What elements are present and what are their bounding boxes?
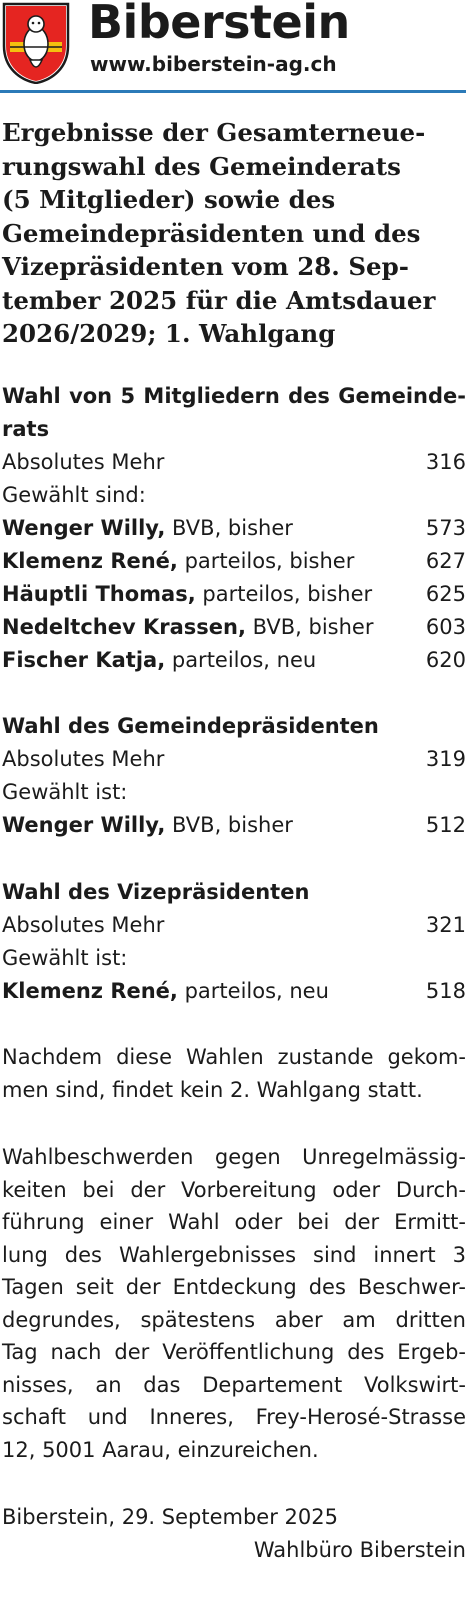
candidate-votes: 620: [425, 648, 466, 672]
candidate-name: Klemenz René,: [2, 549, 178, 573]
title-line: rungswahl des Gemeinderats: [2, 151, 401, 181]
complaint-line: Tagen seit der Entdeckung des Beschwer-: [2, 1275, 466, 1299]
candidate-votes: 627: [425, 549, 466, 573]
title-line: Vizepräsidenten vom 28. Sep-: [2, 252, 409, 281]
complaint-line: Wahlbeschwerden gegen Unregelmässig-: [2, 1145, 466, 1169]
vice-president-election-section: Wahl des Vizepräsidenten Absolutes Mehr …: [2, 876, 466, 1008]
candidate-info: parteilos, neu: [177, 979, 329, 1003]
candidate-votes: 603: [425, 615, 466, 639]
candidate-name: Wenger Willy,: [2, 813, 166, 837]
majority-label: Absolutes Mehr: [2, 913, 165, 937]
candidate-row: Wenger Willy, BVB, bisher 573: [2, 512, 466, 545]
candidate-info: parteilos, bisher: [195, 582, 373, 606]
signature-block: Biberstein, 29. September 2025 Wahlbüro …: [2, 1501, 466, 1566]
title-line: tember 2025 für die Amtsdauer: [2, 285, 436, 315]
complaint-line: führung einer Wahl oder bei der Ermitt-: [2, 1210, 466, 1234]
absolute-majority-row: Absolutes Mehr 319: [2, 743, 466, 776]
complaint-line: keiten bei der Vorbereitung oder Durch-: [2, 1177, 466, 1202]
title-line: Ergebnisse der Gesamterneue-: [2, 118, 426, 147]
candidate-row: Klemenz René, parteilos, neu 518: [2, 975, 466, 1008]
note-line: men sind, findet kein 2. Wahlgang statt.: [2, 1077, 423, 1102]
candidate-info: BVB, bisher: [245, 615, 374, 639]
section-heading: Wahl von 5 Mitgliedern des Gemeinde-: [2, 384, 466, 408]
title-line: Gemeindepräsidenten und des: [2, 218, 421, 248]
complaint-line: nisses, an das Departement Volkswirt-: [2, 1372, 466, 1397]
biberstein-coat-of-arms-icon: [2, 2, 70, 84]
candidate-info: BVB, bisher: [165, 813, 293, 837]
candidate-name: Fischer Katja,: [2, 648, 166, 672]
president-election-section: Wahl des Gemeindepräsidenten Absolutes M…: [2, 710, 466, 842]
candidate-info: BVB, bisher: [165, 516, 293, 540]
complaint-line: degrundes, spätestens aber am dritten: [2, 1307, 466, 1332]
section-heading: Wahl des Vizepräsidenten: [2, 880, 310, 904]
candidate-row: Häuptli Thomas, parteilos, bisher 625: [2, 578, 466, 611]
complaint-line: lung des Wahlergebnisses sind innert 3: [2, 1242, 466, 1267]
majority-value: 316: [425, 450, 466, 474]
no-second-round-note: Nachdem diese Wahlen zustande gekom- men…: [2, 1041, 466, 1106]
candidate-row: Klemenz René, parteilos, bisher 627: [2, 545, 466, 578]
header-divider: [0, 90, 466, 93]
town-website[interactable]: www.biberstein-ag.ch: [90, 52, 337, 76]
candidate-name: Häuptli Thomas,: [2, 582, 196, 606]
absolute-majority-row: Absolutes Mehr 321: [2, 909, 466, 942]
absolute-majority-row: Absolutes Mehr 316: [2, 446, 466, 479]
section-heading: Wahl des Gemeindepräsidenten: [2, 714, 379, 738]
title-line: 2026/2029; 1. Wahlgang: [2, 319, 336, 348]
masthead: Biberstein www.biberstein-ag.ch: [0, 0, 476, 95]
section-heading: rats: [2, 417, 50, 441]
candidate-name: Klemenz René,: [2, 979, 178, 1003]
elected-label: Gewählt ist:: [2, 780, 128, 804]
elected-label: Gewählt ist:: [2, 946, 128, 970]
candidate-name: Nedeltchev Krassen,: [2, 615, 246, 639]
candidate-name: Wenger Willy,: [2, 516, 166, 540]
candidate-votes: 573: [425, 516, 466, 540]
candidate-info: parteilos, bisher: [177, 549, 355, 573]
candidate-votes: 625: [425, 582, 466, 606]
candidate-row: Nedeltchev Krassen, BVB, bisher 603: [2, 611, 466, 644]
candidate-votes: 518: [425, 979, 466, 1003]
candidate-votes: 512: [425, 813, 466, 837]
announcement-title: Ergebnisse der Gesamterneue- rungswahl d…: [2, 116, 468, 351]
majority-label: Absolutes Mehr: [2, 747, 165, 771]
majority-value: 321: [425, 913, 466, 937]
majority-value: 319: [425, 747, 466, 771]
complaint-line: 12, 5001 Aarau, einzureichen.: [2, 1437, 319, 1462]
elected-label: Gewählt sind:: [2, 483, 146, 507]
place-date: Biberstein, 29. September 2025: [2, 1505, 338, 1529]
candidate-info: parteilos, neu: [165, 648, 317, 672]
issuing-office: Wahlbüro Biberstein: [253, 1537, 466, 1562]
complaint-line: schaft und Inneres, Frey-Herosé-Strasse: [2, 1405, 466, 1429]
complaint-line: Tag nach der Veröffentlichung des Ergeb-: [2, 1340, 466, 1364]
candidate-row: Wenger Willy, BVB, bisher 512: [2, 809, 466, 842]
title-line: (5 Mitglieder) sowie des: [2, 185, 336, 214]
majority-label: Absolutes Mehr: [2, 450, 165, 474]
council-election-section: Wahl von 5 Mitgliedern des Gemeinde- rat…: [2, 380, 466, 677]
candidate-row: Fischer Katja, parteilos, neu 620: [2, 644, 466, 677]
note-line: Nachdem diese Wahlen zustande gekom-: [2, 1045, 466, 1069]
town-name: Biberstein: [88, 0, 350, 49]
complaint-instructions: Wahlbeschwerden gegen Unregelmässig- kei…: [2, 1141, 466, 1466]
